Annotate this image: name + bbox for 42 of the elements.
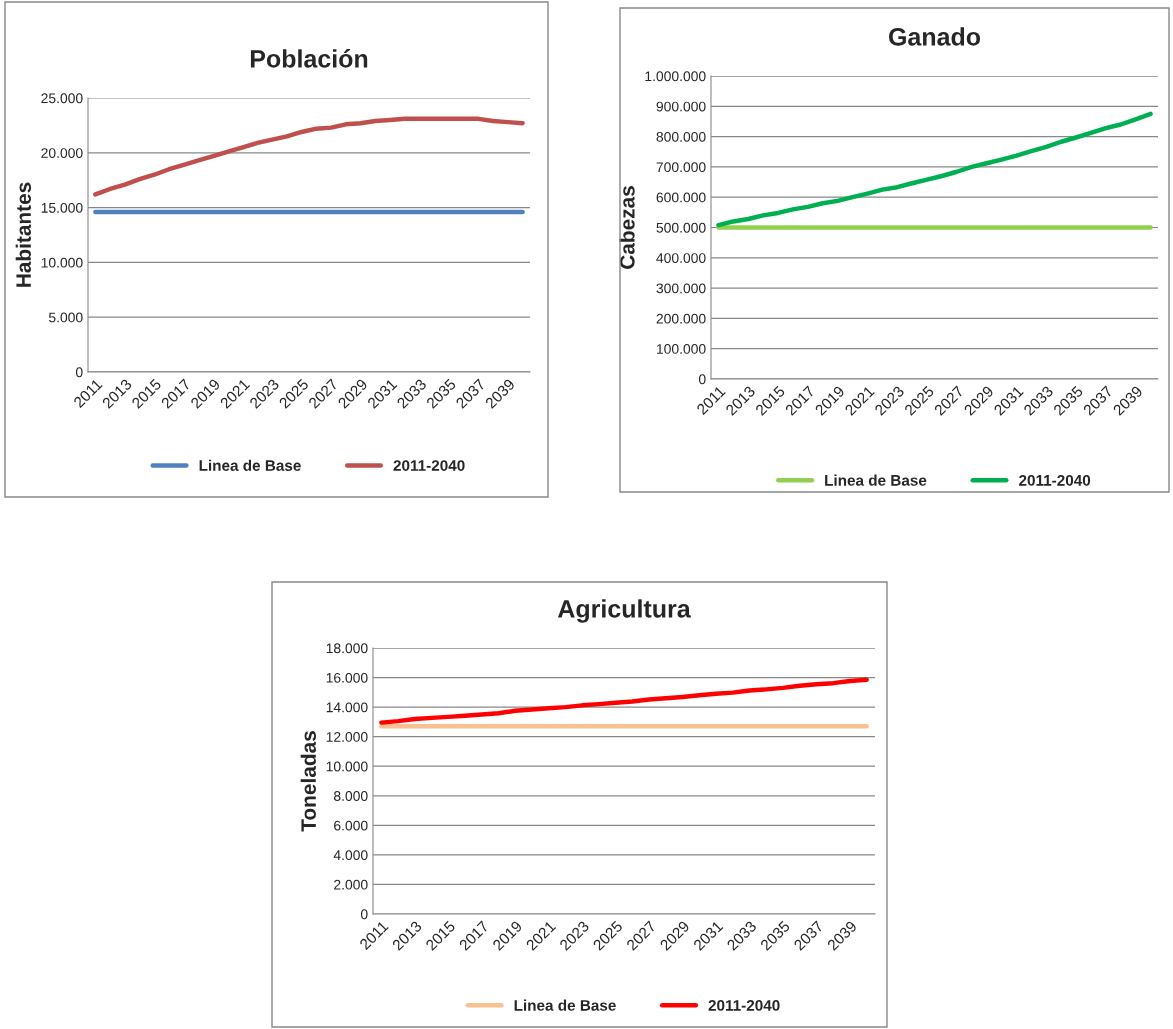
legend-label: Linea de Base: [514, 999, 616, 1011]
y-tick-label: 400.000: [656, 253, 706, 263]
legend-label: 2011-2040: [393, 460, 465, 471]
y-tick-label: 16.000: [326, 672, 368, 683]
y-tick-label: 100.000: [657, 344, 706, 354]
y-tick-label: 10.000: [326, 761, 368, 772]
y-axis-title: Toneladas: [300, 731, 316, 832]
y-tick-label: 0: [75, 367, 83, 378]
legend-label: Linea de Base: [199, 459, 301, 471]
y-tick-label: 20.000: [41, 148, 83, 158]
y-tick-label: 5.000: [48, 312, 83, 323]
y-tick-label: 800.000: [656, 131, 706, 142]
y-tick-label: 900.000: [656, 101, 706, 112]
y-tick-label: 1.000.000: [645, 71, 706, 82]
legend-label: Linea de Base: [825, 474, 927, 486]
y-tick-label: 300.000: [656, 283, 706, 294]
line-series: [716, 111, 1153, 228]
y-axis-title: Cabezas: [619, 186, 635, 269]
chart-title: Agricultura: [557, 599, 691, 623]
y-tick-label: 0: [360, 909, 368, 920]
y-tick-label: 500.000: [656, 222, 706, 233]
legend-label: 2011-2040: [708, 999, 780, 1011]
y-tick-label: 25.000: [41, 93, 83, 104]
line-series: [93, 116, 525, 197]
y-axis-title: Habitantes: [15, 182, 31, 287]
y-tick-label: 200.000: [656, 313, 706, 324]
y-tick-label: 0: [698, 374, 706, 385]
chart-title: Población: [250, 49, 368, 68]
y-tick-label: 2.000: [334, 879, 368, 890]
y-tick-label: 4.000: [333, 850, 368, 861]
y-tick-label: 8.000: [333, 791, 368, 801]
y-tick-label: 15.000: [41, 202, 83, 213]
y-tick-label: 10.000: [41, 257, 83, 268]
y-tick-label: 600.000: [656, 192, 706, 203]
legend-label: 2011-2040: [1019, 474, 1091, 486]
chart-title: Ganado: [889, 27, 981, 46]
y-tick-label: 14.000: [326, 702, 368, 713]
y-tick-label: 700.000: [656, 162, 706, 173]
y-tick-label: 18.000: [326, 643, 368, 654]
y-tick-label: 6.000: [334, 820, 368, 831]
line-series: [379, 677, 869, 725]
y-tick-label: 12.000: [326, 732, 368, 742]
